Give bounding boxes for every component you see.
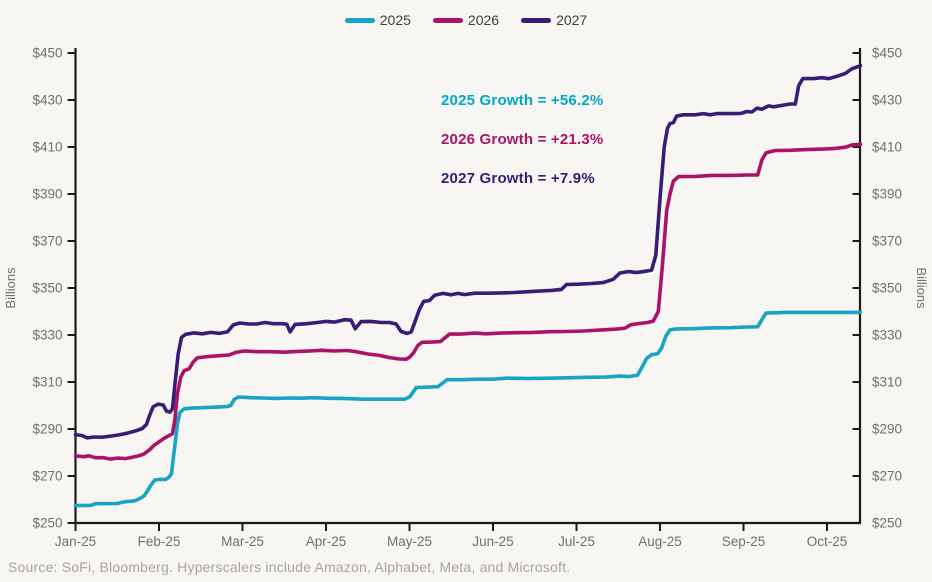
legend-swatch-2025-icon [344,17,375,23]
legend-swatch-2027-icon [521,17,552,23]
x-tick-label: Jan-25 [55,534,96,549]
growth-annotation-2026: 2026 Growth = +21.3% [441,131,604,148]
series-line-2025 [73,310,863,508]
legend-item-2027: 2027 [521,12,587,28]
y-tick-label-right: $330 [872,328,902,343]
y-tick-label-left: $290 [32,422,62,437]
y-tick-label-right: $290 [872,422,902,437]
x-tick-label: May-25 [387,534,432,549]
y-tick-label-left: $370 [32,234,62,249]
x-tick-label: Mar-25 [221,534,264,549]
y-tick-label-left: $430 [32,93,62,108]
y-tick-label-left: $270 [32,469,62,484]
y-tick-label-right: $250 [872,516,902,531]
y-tick-label-right: $450 [872,46,902,61]
legend-label-2026: 2026 [467,12,500,28]
y-tick-label-left: $410 [32,140,62,155]
x-tick-label: Feb-25 [138,534,181,549]
y-tick-label-right: $310 [872,375,902,390]
y-tick-label-left: $450 [32,46,62,61]
y-tick-label-right: $410 [872,140,902,155]
y-tick-label-right: $270 [872,469,902,484]
legend-item-2025: 2025 [344,12,411,28]
x-tick-label: Aug-25 [638,534,682,549]
source-note: Source: SoFi, Bloomberg. Hyperscalers in… [8,559,571,575]
growth-annotation-2027: 2027 Growth = +7.9% [441,170,595,187]
y-tick-label-left: $330 [32,328,62,343]
y-tick-label-left: $350 [32,281,62,296]
x-tick-label: Apr-25 [306,534,347,549]
legend-item-2026: 2026 [432,12,500,28]
chart-legend: 2025 2026 2027 [0,12,932,28]
y-tick-label-right: $430 [872,93,902,108]
y-tick-label-right: $390 [872,187,902,202]
x-tick-label: Jul-25 [558,534,595,549]
y-tick-label-left: $310 [32,375,62,390]
x-tick-label: Oct-25 [807,534,848,549]
y-axis-title-left: Billions [3,267,18,309]
y-tick-label-left: $250 [32,516,62,531]
y-tick-label-left: $390 [32,187,62,202]
legend-label-2027: 2027 [556,12,588,28]
growth-annotations: 2025 Growth = +56.2% 2026 Growth = +21.3… [441,92,603,209]
series-line-2026 [73,142,863,461]
legend-label-2025: 2025 [379,12,411,28]
legend-swatch-2026-icon [432,17,463,23]
growth-annotation-2025: 2025 Growth = +56.2% [441,92,604,109]
y-tick-label-right: $350 [872,281,902,296]
y-tick-label-right: $370 [872,234,902,249]
x-tick-label: Sep-25 [722,534,766,549]
series-line-2027 [73,63,863,440]
y-axis-title-right: Billions [914,267,929,309]
x-tick-label: Jun-25 [472,534,513,549]
